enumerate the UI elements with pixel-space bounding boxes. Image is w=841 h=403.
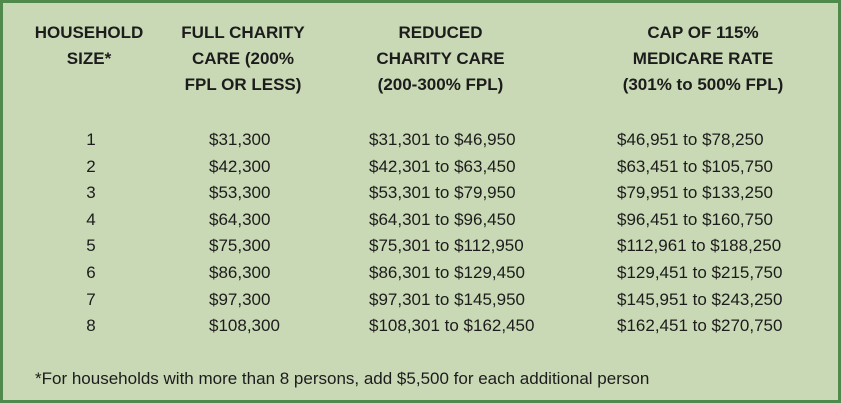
- reduced-charity-cell: $86,301 to $129,450: [369, 262, 525, 282]
- table-row: 2 $42,300 $42,301 to $63,450 $63,451 to …: [3, 154, 838, 181]
- reduced-charity-cell: $53,301 to $79,950: [369, 183, 516, 203]
- medicare-cap-cell: $162,451 to $270,750: [617, 316, 783, 336]
- full-charity-cell: $86,300: [209, 262, 271, 282]
- table-row: 4 $64,300 $64,301 to $96,450 $96,451 to …: [3, 207, 838, 234]
- full-charity-cell: $42,300: [209, 156, 271, 176]
- household-size-cell: 2: [86, 156, 96, 176]
- footnote: *For households with more than 8 persons…: [35, 369, 650, 388]
- household-size-cell: 7: [86, 289, 96, 309]
- table-row: 8 $108,300 $108,301 to $162,450 $162,451…: [3, 313, 838, 340]
- household-size-cell: 6: [86, 262, 96, 282]
- medicare-cap-cell: $79,951 to $133,250: [617, 183, 773, 203]
- medicare-cap-cell: $96,451 to $160,750: [617, 209, 773, 229]
- household-size-cell: 4: [86, 209, 96, 229]
- table-row: 7 $97,300 $97,301 to $145,950 $145,951 t…: [3, 287, 838, 314]
- household-size-cell: 3: [86, 183, 96, 203]
- medicare-cap-cell: $63,451 to $105,750: [617, 156, 773, 176]
- full-charity-cell: $31,300: [209, 130, 271, 149]
- reduced-charity-cell: $42,301 to $63,450: [369, 156, 516, 176]
- reduced-charity-cell: $64,301 to $96,450: [369, 209, 516, 229]
- medicare-cap-cell: $112,961 to $188,250: [617, 236, 782, 256]
- full-charity-cell: $97,300: [209, 289, 271, 309]
- medicare-cap-cell: $46,951 to $78,250: [617, 130, 764, 149]
- table-row: 6 $86,300 $86,301 to $129,450 $129,451 t…: [3, 260, 838, 287]
- full-charity-cell: $75,300: [209, 236, 271, 256]
- reduced-charity-cell: $31,301 to $46,950: [369, 130, 516, 149]
- medicare-cap-cell: $145,951 to $243,250: [617, 289, 783, 309]
- reduced-charity-cell: $75,301 to $112,950: [369, 236, 524, 256]
- table-body: 1 $31,300 $31,301 to $46,950 $46,951 to …: [3, 127, 838, 340]
- header-reduced-charity-care: REDUCED CHARITY CARE (200-300% FPL): [376, 23, 505, 94]
- table-row: 3 $53,300 $53,301 to $79,950 $79,951 to …: [3, 180, 838, 207]
- table-row: 1 $31,300 $31,301 to $46,950 $46,951 to …: [3, 127, 838, 154]
- header-household-size: HOUSEHOLD SIZE*: [34, 23, 144, 68]
- medicare-cap-cell: $129,451 to $215,750: [617, 262, 783, 282]
- full-charity-cell: $108,300: [209, 316, 280, 336]
- header-full-charity-care: FULL CHARITY CARE (200% FPL OR LESS): [181, 23, 305, 94]
- full-charity-cell: $53,300: [209, 183, 271, 203]
- household-size-cell: 5: [86, 236, 96, 256]
- table-row: 5 $75,300 $75,301 to $112,950 $112,961 t…: [3, 233, 838, 260]
- reduced-charity-cell: $108,301 to $162,450: [369, 316, 535, 336]
- header-medicare-cap: CAP OF 115% MEDICARE RATE (301% to 500% …: [622, 23, 784, 94]
- reduced-charity-cell: $97,301 to $145,950: [369, 289, 525, 309]
- household-size-cell: 8: [86, 316, 96, 336]
- household-size-cell: 1: [86, 130, 96, 149]
- full-charity-cell: $64,300: [209, 209, 271, 229]
